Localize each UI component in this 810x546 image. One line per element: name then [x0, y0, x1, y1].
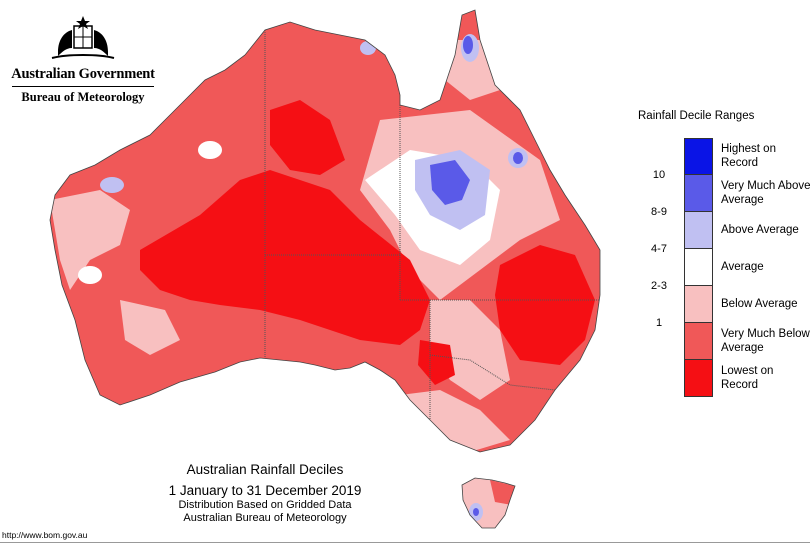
region-very-much-above [513, 152, 523, 164]
legend-label: Below Average [721, 298, 798, 310]
map-period: 1 January to 31 December 2019 [168, 483, 362, 498]
legend-title: Rainfall Decile Ranges [638, 110, 755, 122]
legend-label: Average [721, 261, 764, 273]
tasmania-outline [461, 477, 516, 529]
legend-code: 4-7 [651, 243, 667, 255]
coat-of-arms-icon [51, 16, 115, 59]
legend-item: 1 Very Much Below Average [656, 317, 810, 360]
region-lowest-on-record [418, 340, 455, 385]
legend-item: 2-3 Below Average [651, 280, 810, 323]
map-title: Australian Rainfall Deciles [186, 462, 344, 477]
region-lowest-on-record [270, 100, 345, 175]
legend-code: 1 [655, 317, 663, 329]
legend-item: Highest on Record [660, 138, 810, 175]
tasmania-very-much-below [490, 480, 515, 505]
legend-swatch [684, 360, 713, 397]
region-below-average [400, 390, 510, 452]
legend-swatch [684, 249, 713, 286]
legend-code: 2-3 [651, 280, 667, 292]
logo-divider [12, 86, 154, 87]
legend-swatch [684, 286, 713, 323]
region-above-average [100, 177, 124, 193]
legend-label: Lowest on Record [721, 365, 774, 391]
region-above-average [360, 41, 376, 55]
legend-item: 8-9 Above Average [651, 206, 810, 249]
mainland-outline [49, 9, 601, 453]
legend-swatch [684, 323, 713, 360]
legend-item: Lowest on Record [660, 360, 810, 397]
region-lowest-on-record [495, 245, 595, 365]
region-very-much-above [463, 36, 473, 54]
legend-label: Very Much Below Average [721, 328, 810, 354]
legend-item: 4-7 Average [651, 243, 810, 286]
region-average [198, 141, 222, 159]
legend-label: Very Much Above Average [721, 180, 810, 206]
government-logo: Australian Government Bureau of Meteorol… [8, 12, 158, 105]
legend-swatch [684, 175, 713, 212]
legend-label: Highest on Record [721, 143, 776, 169]
region-below-average [50, 190, 130, 290]
map-note-distribution: Distribution Based on Gridded Data [178, 499, 352, 511]
region-below-average [120, 300, 180, 355]
state-borders [264, 30, 600, 420]
legend-swatch [684, 212, 713, 249]
legend-code: 10 [652, 169, 666, 181]
region-very-much-above [430, 160, 470, 205]
legend-code: 8-9 [651, 206, 667, 218]
tasmania-very-much-above [473, 508, 479, 516]
footer-url-link[interactable]: http://www.bom.gov.au [2, 530, 88, 540]
legend-swatch [684, 138, 713, 175]
government-name: Australian Government [11, 66, 155, 82]
bottom-divider [0, 542, 810, 543]
region-average [78, 266, 102, 284]
legend-item: 10 Very Much Above Average [653, 169, 810, 212]
map-note-source: Australian Bureau of Meteorology [183, 512, 347, 524]
map-title-block: Australian Rainfall Deciles 1 January to… [130, 460, 400, 524]
region-lowest-on-record [140, 170, 430, 345]
bureau-name: Bureau of Meteorology [21, 90, 145, 104]
legend-label: Above Average [721, 224, 799, 236]
